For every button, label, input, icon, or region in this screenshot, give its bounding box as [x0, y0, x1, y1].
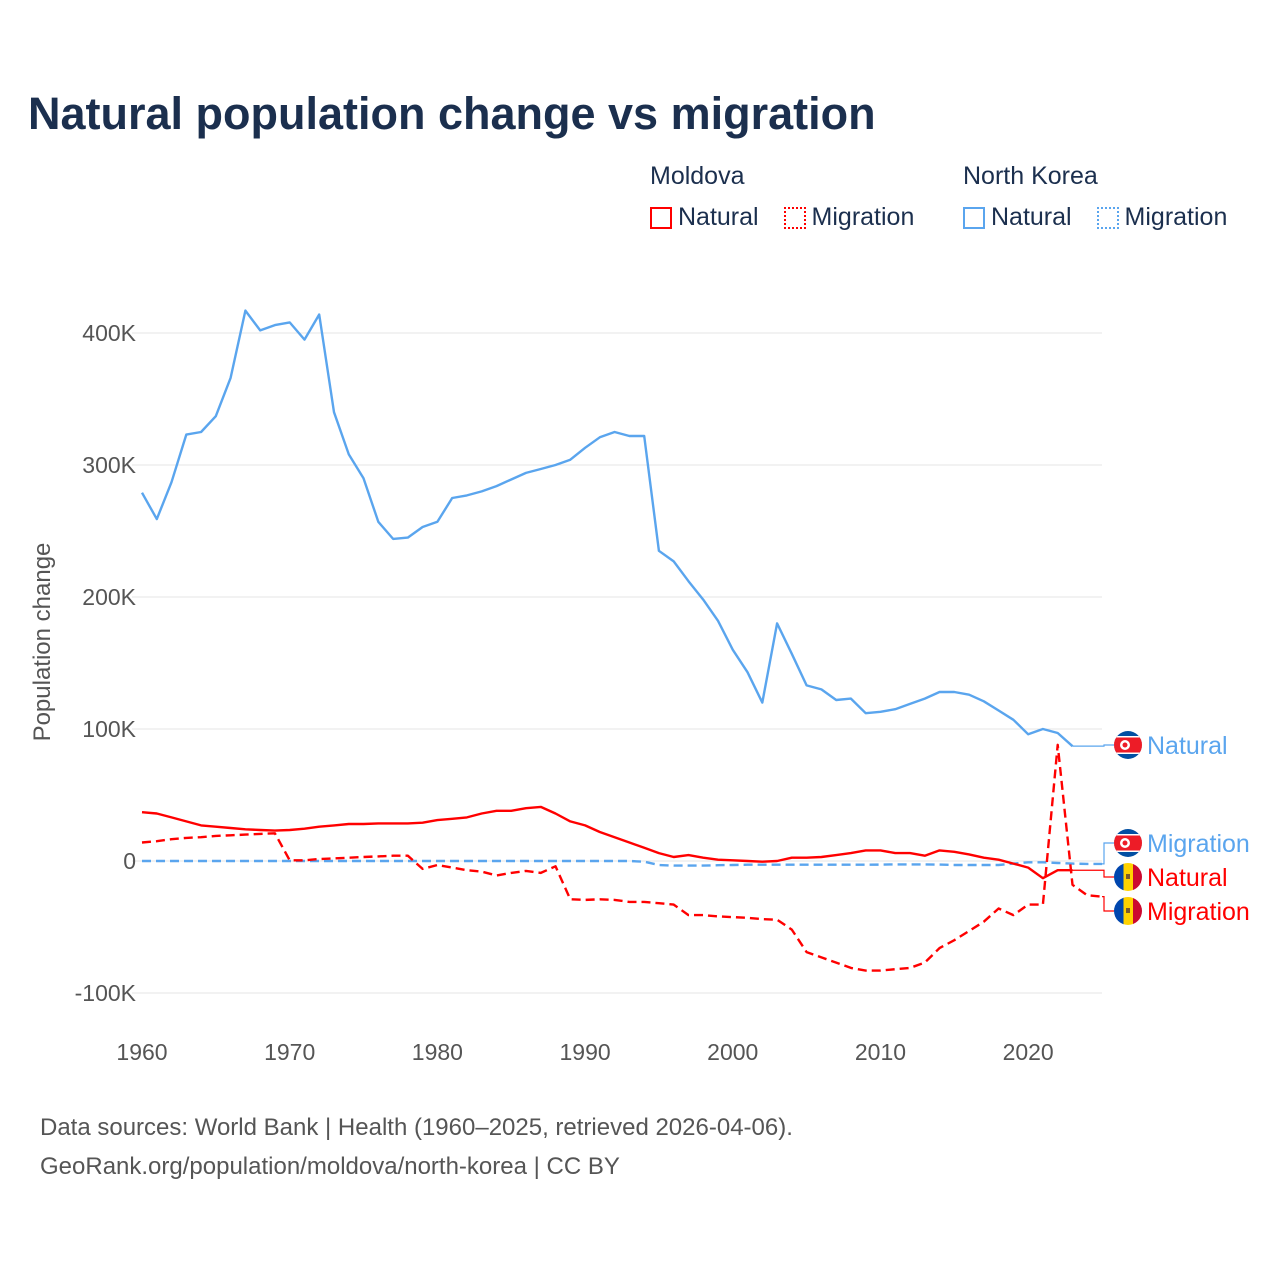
flag-blue [1114, 863, 1124, 891]
x-tick-label: 1960 [116, 1039, 167, 1065]
flag-star [1122, 840, 1128, 846]
flag-emblem [1126, 908, 1130, 913]
legend-item-moldova-natural[interactable]: Natural [650, 203, 759, 232]
x-tick-label: 2010 [855, 1039, 906, 1065]
legend-item-moldova-migration[interactable]: Migration [783, 203, 915, 232]
moldova-flag-icon [1114, 863, 1142, 891]
leader-line [1102, 842, 1114, 865]
end-label: Natural [1147, 732, 1228, 760]
y-tick-label: 200K [82, 584, 136, 610]
y-tick-label: 300K [82, 452, 136, 478]
legend-group-name: North Korea [963, 162, 1098, 190]
y-tick-label: -100K [75, 980, 137, 1006]
x-tick-label: 1970 [264, 1039, 315, 1065]
leader-line [1072, 869, 1114, 878]
legend-item-north-korea-migration[interactable]: Migration [1096, 203, 1228, 232]
legend-label: Migration [1124, 203, 1228, 231]
footer: Data sources: World Bank | Health (1960–… [40, 1108, 793, 1186]
legend-label: Natural [991, 203, 1072, 231]
flag-red [1133, 863, 1142, 891]
flag-star [1122, 742, 1128, 748]
y-tick-label: 100K [82, 716, 136, 742]
footer-attribution: GeoRank.org/population/moldova/north-kor… [40, 1153, 620, 1180]
flag-blue [1114, 897, 1124, 925]
flag-body [1114, 731, 1142, 759]
solid-swatch-icon [963, 206, 985, 229]
moldova-flag-icon [1114, 897, 1142, 925]
leader-line [1102, 896, 1114, 912]
series-line-moldova-natural [141, 805, 1073, 880]
y-tick-label: 400K [82, 320, 136, 346]
legend-group-moldova: Moldova Natural Migration [650, 162, 932, 236]
flag-body [1114, 829, 1142, 857]
x-tick-label: 1990 [559, 1039, 610, 1065]
footer-sources: Data sources: World Bank | Health (1960–… [40, 1114, 793, 1141]
legend-label: Natural [678, 203, 759, 231]
solid-swatch-icon [650, 206, 672, 229]
end-label: Migration [1147, 898, 1250, 926]
flag-body [1114, 863, 1142, 891]
series-line-north-korea-natural [140, 309, 1074, 748]
chart-title: Natural population change vs migration [28, 88, 876, 139]
legend-label: Migration [811, 203, 915, 231]
legend-group-north-korea: North Korea Natural Migration [963, 162, 1227, 236]
x-tick-label: 1980 [412, 1039, 463, 1065]
flag-emblem [1126, 874, 1130, 879]
leader-line [1072, 744, 1114, 747]
north-korea-flag-icon [1114, 829, 1142, 857]
flag-red [1133, 897, 1142, 925]
legend-item-north-korea-natural[interactable]: Natural [963, 203, 1072, 232]
series-line-north-korea-migration [142, 859, 1102, 867]
dotted-swatch-icon [1096, 206, 1119, 229]
chart-plot: -100K 0 100K 200K 300K 400K 1960 1970 1980 1990 2… [29, 309, 1250, 1065]
end-label: Migration [1147, 830, 1250, 858]
y-axis-label: Population change [29, 543, 56, 742]
series-line-moldova-migration [141, 743, 1103, 972]
dotted-swatch-icon [783, 206, 806, 229]
legend-group-name: Moldova [650, 162, 745, 190]
north-korea-flag-icon [1114, 731, 1142, 759]
flag-body [1114, 897, 1142, 925]
end-label: Natural [1147, 864, 1228, 892]
y-tick-label: 0 [123, 848, 136, 874]
x-tick-label: 2000 [707, 1039, 758, 1065]
x-tick-label: 2020 [1003, 1039, 1054, 1065]
